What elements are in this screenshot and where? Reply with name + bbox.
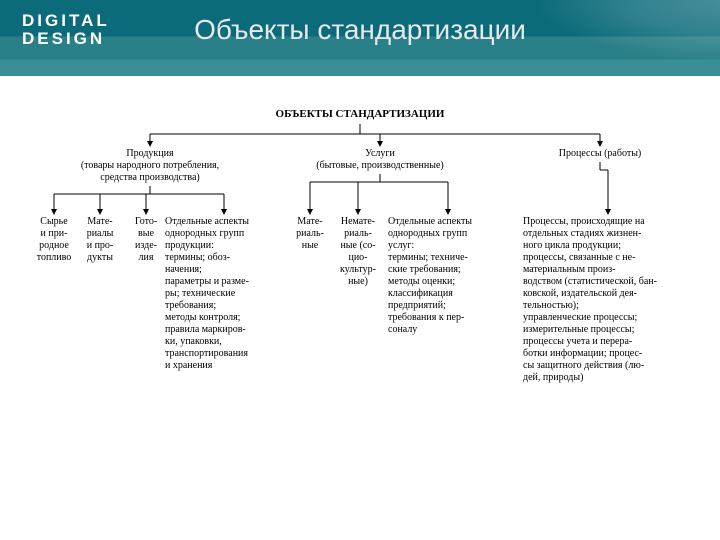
header-bar: DIGITAL DESIGN Объекты стандартизации [0,0,720,76]
tree-leaf-prod-1: Мате-риалыи про-дукты [78,216,122,264]
tree-leaf-proc-0: Процессы, происходящие наотдельных стади… [523,216,693,384]
tree-level1-prod: Продукция(товары народного потребления,с… [50,148,250,184]
page-title: Объекты стандартизации [0,14,720,46]
tree-leaf-prod-3: Отдельные аспектыоднородных групппродукц… [165,216,283,372]
tree-leaf-serv-1: Немате-риаль-ные (со-цио-культур-ные) [332,216,384,288]
tree-root: ОБЪЕКТЫ СТАНДАРТИЗАЦИИ [0,108,720,120]
tree-leaf-prod-2: Гото-выеизде-лия [126,216,166,264]
tree-leaf-serv-0: Мате-риаль-ные [288,216,332,252]
diagram-stage: ОБЪЕКТЫ СТАНДАРТИЗАЦИИ Продукция(товары н… [0,76,720,540]
tree-leaf-prod-0: Сырьеи при-родноетопливо [32,216,76,264]
tree-leaf-serv-2: Отдельные аспектыоднородных группуслуг:т… [388,216,508,336]
tree-level1-serv: Услуги(бытовые, производственные) [295,148,465,172]
tree-level1-proc: Процессы (работы) [530,148,670,160]
